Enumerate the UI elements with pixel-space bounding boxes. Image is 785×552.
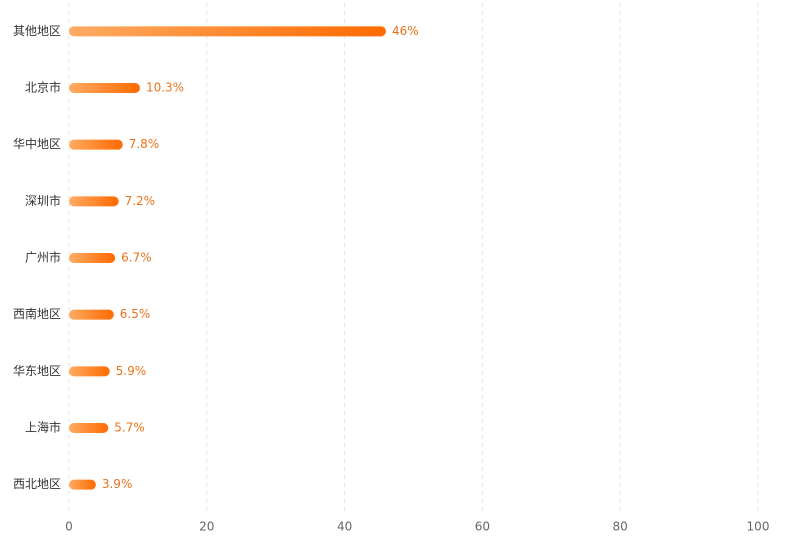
category-label: 其他地区: [13, 24, 61, 38]
value-label: 5.9%: [116, 364, 147, 378]
value-label: 10.3%: [146, 81, 184, 95]
bar: [69, 366, 110, 377]
category-label: 华东地区: [13, 364, 61, 378]
category-label: 广州市: [25, 250, 61, 265]
value-label: 46%: [392, 24, 419, 38]
x-tick-label: 100: [747, 520, 770, 534]
x-tick-label: 80: [613, 520, 628, 534]
bar: [69, 196, 119, 207]
value-label: 5.7%: [114, 421, 145, 435]
category-label: 上海市: [25, 420, 61, 435]
x-tick-label: 0: [65, 520, 73, 534]
bar: [69, 253, 116, 263]
value-label: 7.2%: [125, 194, 156, 208]
bar: [69, 479, 96, 490]
x-tick-label: 40: [337, 520, 352, 534]
x-tick-label: 20: [199, 520, 214, 534]
category-label: 北京市: [25, 80, 61, 95]
category-label: 华中地区: [13, 136, 61, 151]
category-label: 西南地区: [13, 306, 61, 321]
value-label: 6.7%: [121, 251, 151, 265]
value-label: 6.5%: [120, 307, 151, 321]
bar: [69, 423, 109, 433]
value-label: 3.9%: [102, 477, 133, 491]
x-tick-label: 60: [475, 520, 490, 534]
bar: [69, 139, 123, 150]
bar: [69, 309, 114, 320]
category-label: 深圳市: [25, 193, 61, 208]
value-label: 7.8%: [129, 137, 160, 151]
category-label: 西北地区: [13, 477, 61, 491]
bar: [69, 83, 140, 93]
bar: [69, 26, 386, 37]
